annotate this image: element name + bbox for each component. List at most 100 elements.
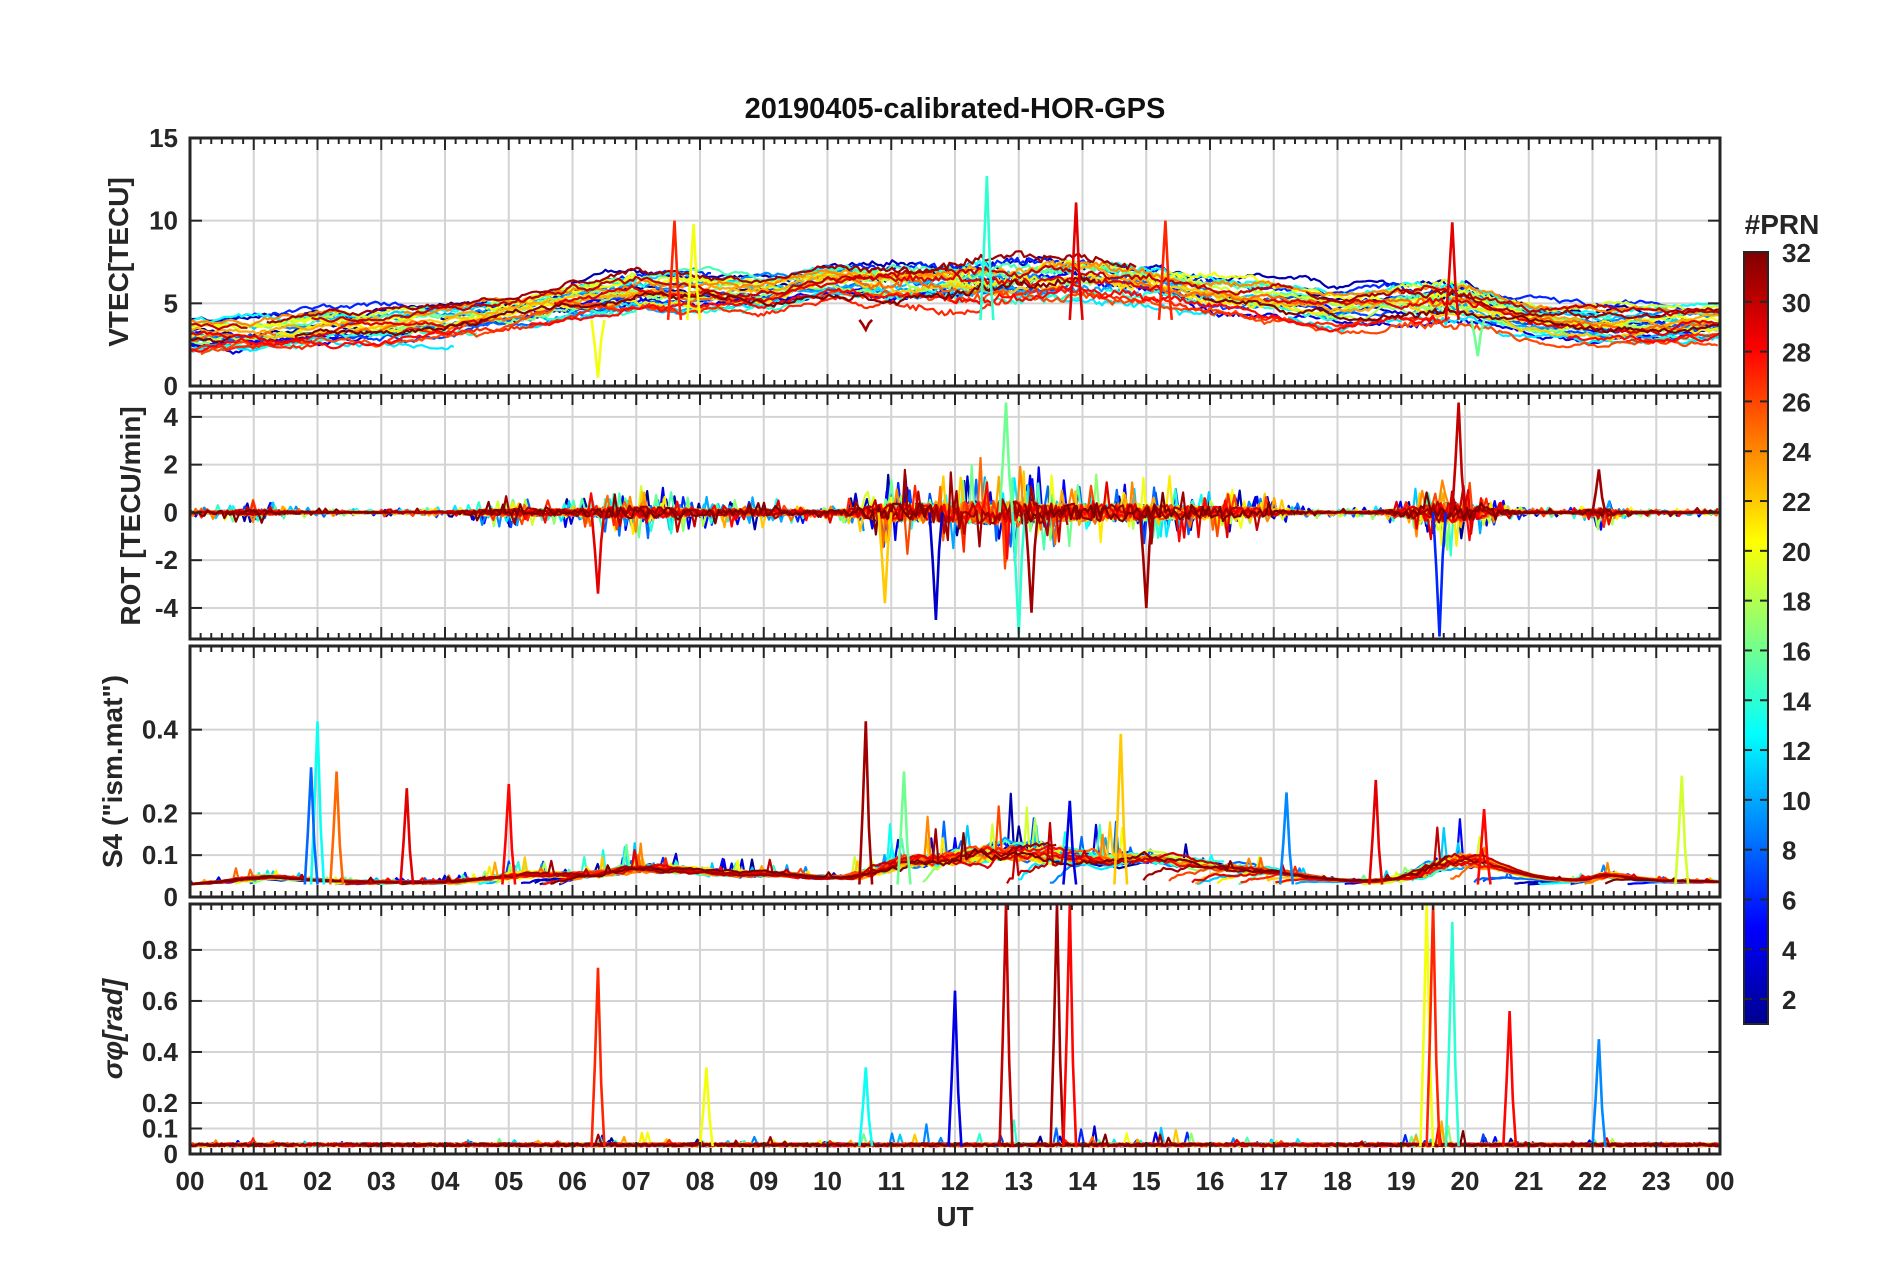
y-tick-label: -2 (155, 545, 178, 575)
event-spike (1278, 792, 1295, 885)
x-tick-marks (189, 646, 1721, 897)
sigma-phi-panel: 00.10.2 0.4 0.6 0.8 (142, 902, 1722, 1169)
y-tick-label: 0.6 (142, 986, 178, 1016)
prn-series-line (266, 250, 1137, 324)
event-spike (1023, 512, 1040, 613)
event-spike (858, 1067, 874, 1147)
rot-panel: -4 -2 0 2 4 (155, 391, 1722, 641)
x-tick-label: 04 (431, 1166, 460, 1196)
s4-panel: 0 0.1 0.2 0.4 (142, 644, 1722, 912)
event-spike (1591, 1039, 1607, 1147)
y-tick-label: 4 (164, 402, 179, 432)
event-spike (1425, 904, 1441, 1147)
x-tick-marks (189, 138, 1721, 386)
prn-series-line (1460, 310, 1720, 346)
prn-series-line (190, 325, 464, 353)
event-spike (399, 788, 415, 885)
colorbar-tick-label: 18 (1782, 587, 1811, 617)
x-tick-label: 10 (813, 1166, 842, 1196)
y-tick-label: 0.2 (142, 798, 178, 828)
x-tick-label: 14 (1068, 1166, 1097, 1196)
x-tick-label: 17 (1259, 1166, 1288, 1196)
colorbar-tick-label: 10 (1782, 786, 1811, 816)
colorbar-tick-label: 12 (1782, 736, 1811, 766)
event-spike (877, 512, 893, 604)
y-axis-labels: VTEC[TECU] ROT [TECU/min] S4 ("ism.mat") σφ… (97, 177, 146, 1079)
y-tick-label: 0.4 (142, 1037, 179, 1067)
event-spike (1444, 921, 1460, 1147)
x-tick-label: 08 (686, 1166, 715, 1196)
prn-series-line (190, 507, 391, 524)
prn-series-line (190, 322, 248, 331)
chart-title: 20190405-calibrated-HOR-GPS (745, 93, 1166, 125)
x-tick-label: 23 (1642, 1166, 1671, 1196)
prn-series-line (456, 493, 935, 536)
event-spike (1113, 733, 1129, 885)
prn-series-line (190, 308, 340, 328)
event-spike (858, 319, 874, 333)
event-spike (1068, 202, 1084, 321)
colorbar-tick-label: 8 (1782, 836, 1796, 866)
event-spike (501, 783, 517, 885)
y-tick-label: 0.4 (142, 715, 179, 745)
event-spike (590, 319, 606, 378)
x-tick-label: 15 (1132, 1166, 1161, 1196)
event-spike (896, 771, 912, 885)
prn-series-line (364, 490, 1069, 543)
x-axis-tick-labels: 00 01 02 03 04 05 06 07 08 09 10 11 12 13 14 15 16 17 18 19… (176, 1166, 1735, 1196)
y-tick-label: 0.2 (142, 1088, 178, 1118)
event-spike (303, 767, 319, 885)
prn-series-line (358, 1133, 1215, 1148)
event-spike (1450, 402, 1467, 513)
colorbar-tick-label: 6 (1782, 885, 1796, 915)
colorbar-gradient (1743, 251, 1769, 1025)
prn-series-line (311, 264, 1294, 323)
y-tick-label: 0.1 (142, 1113, 178, 1143)
prn-series-line (1105, 261, 1718, 318)
colorbar-tick-label: 24 (1782, 437, 1811, 467)
y-tick-label: -4 (155, 593, 179, 623)
x-tick-label: 00 (1706, 1166, 1735, 1196)
x-tick-label: 19 (1387, 1166, 1416, 1196)
y-tick-label: 2 (164, 450, 178, 480)
colorbar-tick-label: 20 (1782, 537, 1811, 567)
colorbar-tick-label: 2 (1782, 985, 1796, 1015)
prn-series-line (1566, 332, 1720, 344)
x-tick-label: 20 (1451, 1166, 1480, 1196)
x-tick-label: 18 (1323, 1166, 1352, 1196)
colorbar-tick-label: 32 (1782, 238, 1811, 268)
event-spike (666, 220, 683, 321)
prn-series-line (190, 1142, 294, 1148)
prn-series-group (190, 175, 1720, 378)
y-axis-label: S4 ("ism.mat") (97, 675, 128, 868)
x-tick-label: 22 (1578, 1166, 1607, 1196)
x-axis-label: UT (936, 1201, 973, 1232)
colorbar-tick-label: 16 (1782, 636, 1811, 666)
y-axis-label: σφ[rad] (97, 977, 128, 1079)
x-tick-label: 03 (367, 1166, 396, 1196)
event-spike (1476, 809, 1492, 885)
y-tick-label: 0.8 (142, 935, 178, 965)
y-tick-label: 0 (164, 497, 178, 527)
x-tick-label: 05 (494, 1166, 523, 1196)
prn-series-line (1305, 287, 1720, 320)
event-spike (1138, 512, 1154, 609)
event-spike (1062, 800, 1078, 885)
colorbar-label: #PRN (1745, 209, 1820, 240)
event-spike (928, 512, 944, 620)
event-spike (1431, 512, 1448, 637)
prn-series-line (190, 335, 231, 343)
x-tick-marks (189, 393, 1721, 639)
prn-series-line (294, 274, 1096, 338)
y-tick-label: 0 (164, 371, 178, 401)
event-spike (1502, 1011, 1518, 1147)
x-tick-label: 09 (749, 1166, 778, 1196)
event-spike (698, 1067, 714, 1147)
event-spike (1368, 779, 1384, 885)
y-tick-label: 0 (164, 1139, 178, 1169)
prn-series-group (190, 721, 1720, 886)
y-tick-label: 0.1 (142, 840, 178, 870)
event-spike (590, 967, 606, 1147)
